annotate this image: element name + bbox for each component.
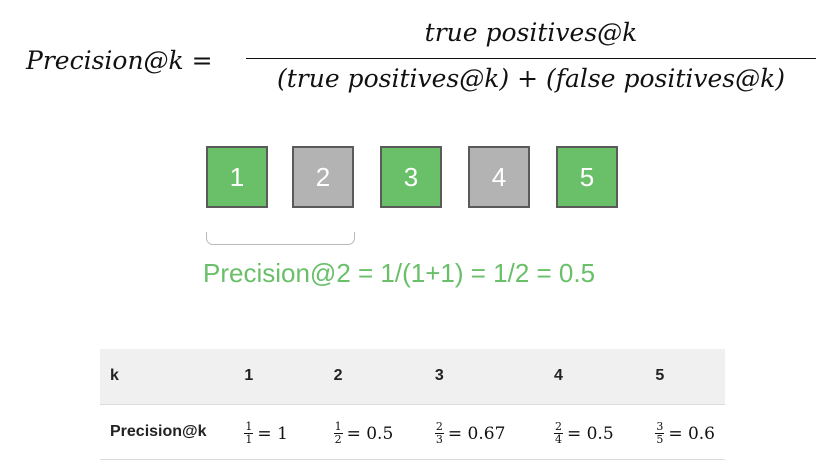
table-header-cell: 1 xyxy=(234,349,324,405)
cell-fraction: 2 4 xyxy=(553,420,563,446)
precision-table: k 1 2 3 4 5 Precision@k 1 1 = 1 xyxy=(100,349,725,460)
table-header-cell: 4 xyxy=(543,349,646,405)
fraction-bar xyxy=(246,58,816,59)
table-cell: 1 2 = 0.5 xyxy=(324,404,425,459)
fraction-numerator: 2 xyxy=(434,420,444,434)
fraction-denominator: 1 xyxy=(245,433,253,446)
fraction-denominator: 4 xyxy=(554,433,562,446)
top-k-bracket xyxy=(206,232,355,245)
precision-at-2-calculation: Precision@2 = 1/(1+1) = 1/2 = 0.5 xyxy=(203,258,596,288)
row-label: Precision@k xyxy=(110,422,207,440)
fraction-denominator: 3 xyxy=(435,433,443,446)
table-cell: 2 3 = 0.67 xyxy=(425,404,544,459)
table-header-cell: 5 xyxy=(645,349,725,405)
ranked-item-2: 2 xyxy=(292,146,354,208)
table-row: Precision@k 1 1 = 1 1 2 = 0.5 xyxy=(100,404,725,459)
table-cell: 1 1 = 1 xyxy=(234,404,323,459)
ranked-item-label: 5 xyxy=(579,161,595,192)
table-header-cell: 3 xyxy=(424,349,544,405)
fraction-numerator: 1 xyxy=(244,420,254,434)
ranked-item-label: 3 xyxy=(403,161,419,192)
cell-result: = 0.67 xyxy=(447,423,506,444)
ranked-item-label: 1 xyxy=(229,161,245,192)
fraction-numerator: 2 xyxy=(553,420,563,434)
ranked-item-4: 4 xyxy=(468,146,530,208)
fraction-numerator: 3 xyxy=(655,420,665,434)
ranked-item-label: 2 xyxy=(315,161,331,192)
cell-result: = 1 xyxy=(257,423,288,444)
formula-fraction: true positives@k (true positives@k) + (f… xyxy=(246,14,816,104)
fraction-denominator: 2 xyxy=(334,433,342,446)
cell-fraction: 1 2 xyxy=(333,420,343,446)
ranked-items: 1 2 3 4 5 xyxy=(0,146,833,212)
cell-result: = 0.6 xyxy=(668,423,715,444)
formula-lhs: Precision@k = xyxy=(26,46,213,75)
cell-fraction: 2 3 xyxy=(434,420,444,446)
cell-result: = 0.5 xyxy=(566,423,614,444)
ranked-item-1: 1 xyxy=(206,146,268,208)
fraction-denominator: 5 xyxy=(656,433,664,446)
precision-formula: Precision@k = true positives@k (true pos… xyxy=(18,14,818,104)
cell-fraction: 3 5 xyxy=(655,420,665,446)
cell-fraction: 1 1 xyxy=(244,420,254,446)
table-header-cell: k xyxy=(100,349,235,405)
fraction-numerator: 1 xyxy=(333,420,343,434)
ranked-item-3: 3 xyxy=(380,146,442,208)
table-cell: 3 5 = 0.6 xyxy=(645,404,725,459)
table-header-cell: 2 xyxy=(323,349,425,405)
ranked-item-label: 4 xyxy=(491,161,507,192)
formula-denominator: (true positives@k) + (false positives@k) xyxy=(276,64,786,93)
table-cell: 2 4 = 0.5 xyxy=(544,404,645,459)
table-header-row: k 1 2 3 4 5 xyxy=(100,349,725,405)
formula-numerator: true positives@k xyxy=(424,18,638,47)
cell-result: = 0.5 xyxy=(346,423,394,444)
ranked-item-5: 5 xyxy=(556,146,618,208)
